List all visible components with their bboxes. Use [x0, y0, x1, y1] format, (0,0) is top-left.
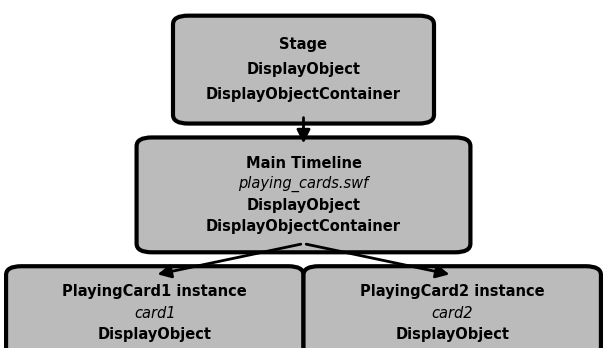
Text: card1: card1 [134, 306, 175, 321]
Text: DisplayObject: DisplayObject [246, 198, 361, 213]
Text: PlayingCard2 instance: PlayingCard2 instance [360, 284, 544, 299]
FancyBboxPatch shape [304, 266, 601, 348]
Text: PlayingCard1 instance: PlayingCard1 instance [63, 284, 247, 299]
FancyBboxPatch shape [6, 266, 304, 348]
Text: playing_cards.swf: playing_cards.swf [239, 176, 368, 192]
Text: DisplayObject: DisplayObject [395, 327, 509, 342]
Text: Stage: Stage [279, 37, 328, 52]
FancyBboxPatch shape [137, 137, 470, 252]
Text: DisplayObject: DisplayObject [246, 62, 361, 77]
FancyBboxPatch shape [173, 16, 434, 124]
Text: DisplayObject: DisplayObject [98, 327, 212, 342]
Text: DisplayObjectContainer: DisplayObjectContainer [206, 87, 401, 102]
Text: card2: card2 [432, 306, 473, 321]
Text: DisplayObjectContainer: DisplayObjectContainer [206, 219, 401, 234]
Text: Main Timeline: Main Timeline [245, 156, 362, 171]
